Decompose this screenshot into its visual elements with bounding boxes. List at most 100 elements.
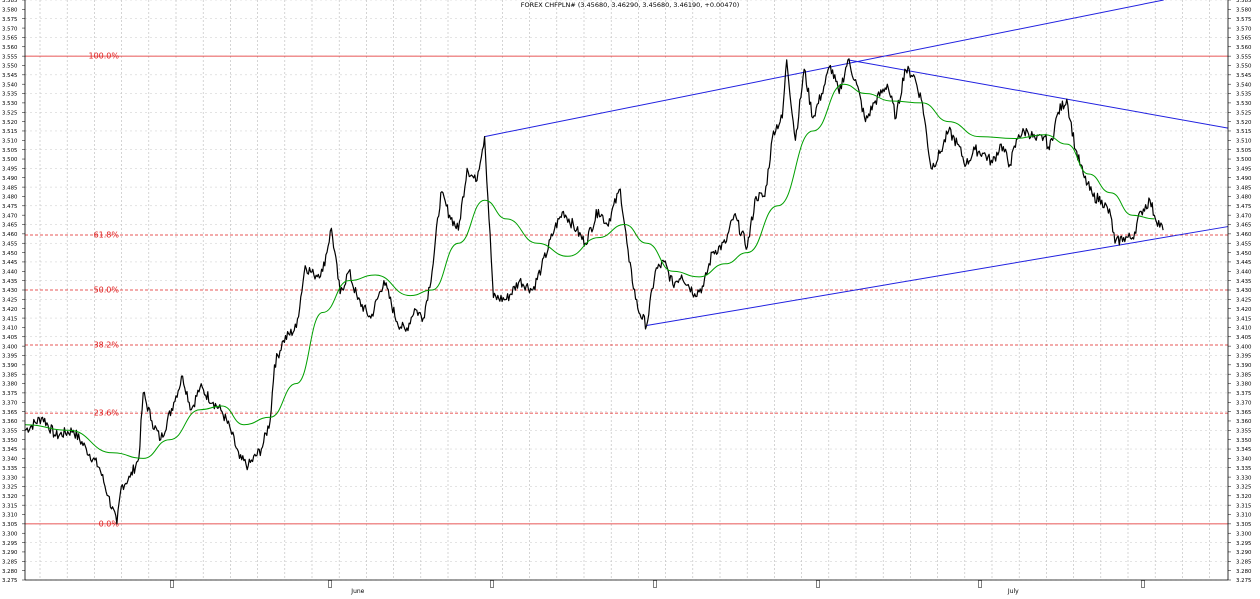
y-tick-label-right: 3.275	[1236, 578, 1251, 584]
y-tick-label-right: 3.420	[1236, 307, 1252, 313]
y-tick-label-left: 3.490	[2, 176, 18, 182]
x-period-marker	[490, 580, 494, 588]
y-tick-label-left: 3.345	[2, 447, 17, 453]
x-period-marker	[978, 580, 982, 588]
y-tick-label-left: 3.375	[2, 391, 17, 397]
y-tick-label-left: 3.440	[2, 269, 18, 275]
x-period-marker	[816, 580, 820, 588]
y-tick-label-right: 3.535	[1236, 92, 1251, 98]
moving-average-line	[24, 83, 1155, 459]
y-tick-label-left: 3.505	[2, 148, 17, 154]
y-tick-label-right: 3.410	[1236, 326, 1252, 332]
y-tick-label-left: 3.570	[2, 26, 18, 32]
x-tick-label: July	[1007, 588, 1019, 595]
y-tick-label-left: 3.545	[2, 73, 17, 79]
y-tick-label-right: 3.525	[1236, 110, 1251, 116]
y-tick-label-right: 3.435	[1236, 279, 1251, 285]
y-tick-label-left: 3.560	[2, 45, 18, 51]
y-tick-label-right: 3.390	[1236, 363, 1252, 369]
y-tick-label-left: 3.515	[2, 129, 17, 135]
y-tick-label-left: 3.400	[2, 344, 18, 350]
y-tick-label-left: 3.365	[2, 410, 17, 416]
y-tick-label-left: 3.465	[2, 223, 17, 229]
y-tick-label-right: 3.470	[1236, 213, 1252, 219]
y-tick-label-left: 3.520	[2, 120, 18, 126]
y-tick-label-right: 3.355	[1236, 429, 1251, 435]
y-tick-label-right: 3.510	[1236, 139, 1252, 145]
y-tick-label-left: 3.325	[2, 485, 17, 491]
y-tick-label-right: 3.370	[1236, 400, 1252, 406]
y-tick-label-right: 3.500	[1236, 157, 1252, 163]
y-tick-label-right: 3.480	[1236, 195, 1252, 201]
y-tick-label-left: 3.310	[2, 513, 18, 519]
y-tick-label-left: 3.435	[2, 279, 17, 285]
y-tick-label-right: 3.305	[1236, 522, 1251, 528]
y-tick-label-right: 3.515	[1236, 129, 1251, 135]
y-tick-label-left: 3.305	[2, 522, 17, 528]
y-tick-label-left: 3.295	[2, 541, 17, 547]
y-tick-label-left: 3.460	[2, 232, 18, 238]
y-tick-label-left: 3.550	[2, 64, 18, 70]
y-tick-label-left: 3.385	[2, 372, 17, 378]
y-tick-label-left: 3.415	[2, 316, 17, 322]
y-tick-label-right: 3.520	[1236, 120, 1252, 126]
y-tick-label-left: 3.480	[2, 195, 18, 201]
y-tick-label-right: 3.565	[1236, 36, 1251, 42]
y-tick-label-left: 3.355	[2, 429, 17, 435]
series-layer	[24, 58, 1164, 525]
y-tick-label-left: 3.370	[2, 400, 18, 406]
y-tick-label-right: 3.465	[1236, 223, 1251, 229]
y-tick-label-right: 3.335	[1236, 466, 1251, 472]
y-tick-label-left: 3.430	[2, 288, 18, 294]
y-tick-label-left: 3.360	[2, 419, 18, 425]
y-tick-label-left: 3.280	[2, 569, 18, 575]
trendline	[847, 59, 1229, 129]
y-tick-label-right: 3.555	[1236, 54, 1251, 60]
y-tick-label-left: 3.565	[2, 36, 17, 42]
y-tick-label-left: 3.450	[2, 251, 18, 257]
y-tick-label-left: 3.300	[2, 531, 18, 537]
trendline	[646, 226, 1229, 327]
y-tick-label-right: 3.290	[1236, 550, 1252, 556]
y-tick-label-left: 3.315	[2, 503, 17, 509]
y-tick-label-right: 3.495	[1236, 167, 1251, 173]
fibonacci-level-label: 0.0%	[99, 519, 120, 528]
y-tick-label-left: 3.485	[2, 185, 17, 191]
y-tick-label-right: 3.285	[1236, 559, 1251, 565]
y-tick-label-right: 3.405	[1236, 335, 1251, 341]
y-tick-label-left: 3.330	[2, 475, 18, 481]
y-tick-label-left: 3.290	[2, 550, 18, 556]
y-tick-label-right: 3.545	[1236, 73, 1251, 79]
y-tick-label-right: 3.490	[1236, 176, 1252, 182]
y-tick-label-right: 3.585	[1236, 0, 1251, 4]
y-tick-label-left: 3.410	[2, 326, 18, 332]
y-tick-label-right: 3.575	[1236, 17, 1251, 23]
y-tick-label-right: 3.440	[1236, 269, 1252, 275]
y-tick-label-left: 3.445	[2, 260, 17, 266]
y-tick-label-right: 3.485	[1236, 185, 1251, 191]
y-tick-label-right: 3.395	[1236, 354, 1251, 360]
trendline	[484, 0, 1164, 138]
fibonacci-level-label: 50.0%	[94, 286, 120, 295]
y-tick-label-right: 3.425	[1236, 298, 1251, 304]
y-tick-label-left: 3.525	[2, 110, 17, 116]
fibonacci-level-label: 100.0%	[88, 52, 119, 61]
y-tick-label-right: 3.385	[1236, 372, 1251, 378]
y-tick-label-right: 3.530	[1236, 101, 1252, 107]
y-tick-label-right: 3.360	[1236, 419, 1252, 425]
x-tick-label: June	[350, 588, 364, 595]
y-tick-label-left: 3.585	[2, 0, 17, 4]
y-tick-label-right: 3.300	[1236, 531, 1252, 537]
y-tick-label-right: 3.450	[1236, 251, 1252, 257]
trendline-layer	[484, 0, 1229, 327]
y-tick-label-left: 3.405	[2, 335, 17, 341]
y-tick-label-right: 3.320	[1236, 494, 1252, 500]
x-period-marker	[653, 580, 657, 588]
y-tick-label-left: 3.495	[2, 167, 17, 173]
y-tick-label-right: 3.365	[1236, 410, 1251, 416]
y-tick-label-left: 3.340	[2, 457, 18, 463]
y-tick-label-left: 3.285	[2, 559, 17, 565]
y-tick-label-left: 3.455	[2, 241, 17, 247]
y-tick-label-left: 3.425	[2, 298, 17, 304]
y-tick-label-right: 3.540	[1236, 82, 1252, 88]
